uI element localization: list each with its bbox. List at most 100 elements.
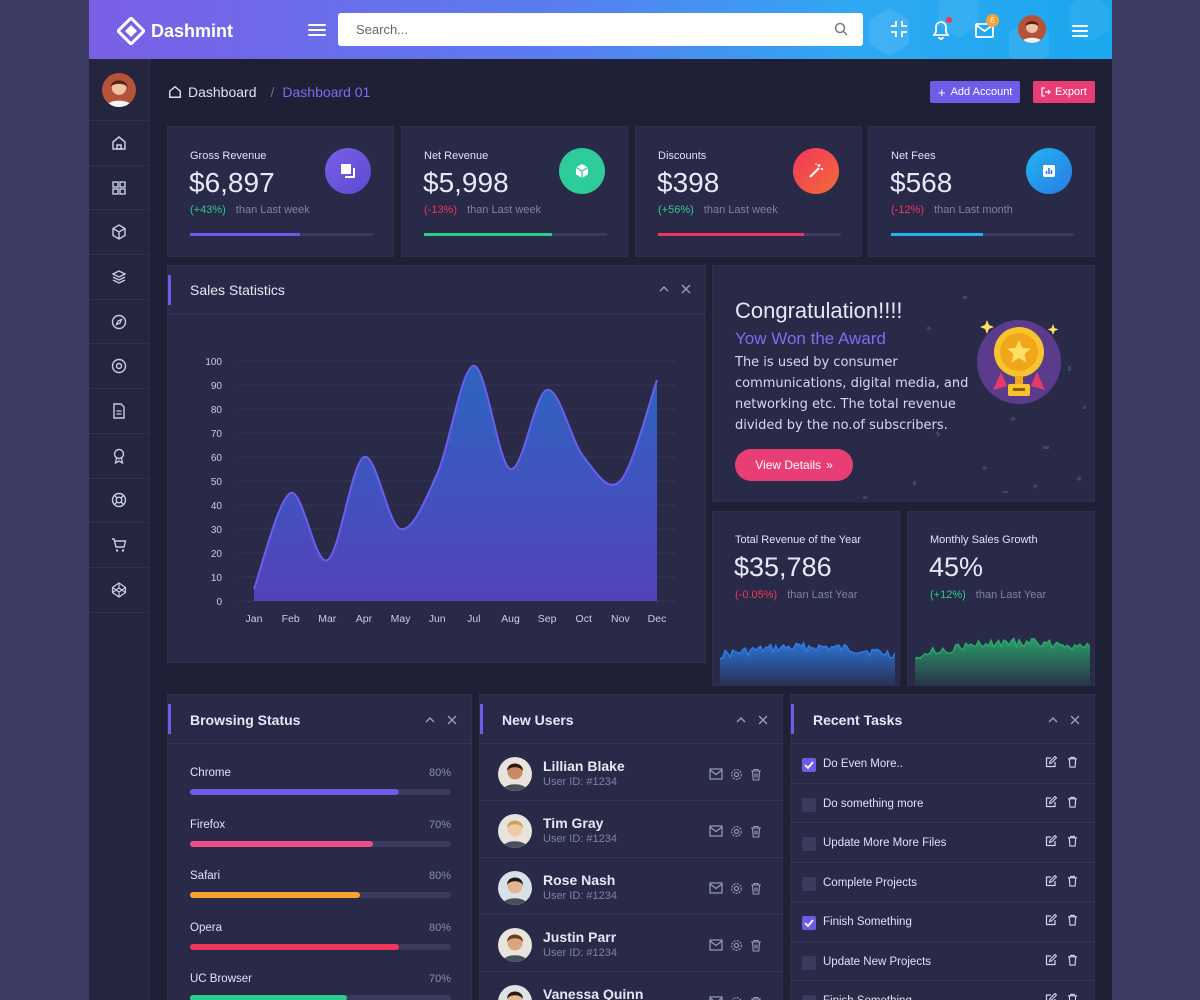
sidebar-item-awards[interactable] <box>89 434 149 479</box>
sidebar-item-layers[interactable] <box>89 255 149 300</box>
award-description: The is used by consumer communications, … <box>735 355 969 433</box>
sidebar-item-codepen[interactable] <box>89 568 149 613</box>
sidebar-avatar[interactable] <box>89 59 149 121</box>
brand-logo[interactable]: Dashmint <box>117 17 233 45</box>
mail-icon[interactable] <box>709 768 723 780</box>
task-checkbox[interactable] <box>802 916 816 930</box>
collapse-icon[interactable] <box>1048 714 1058 728</box>
layers-icon <box>325 148 371 194</box>
sidebar-item-shop[interactable] <box>89 523 149 568</box>
task-checkbox[interactable] <box>802 837 816 851</box>
browser-progress <box>190 892 451 898</box>
mail-icon[interactable] <box>709 939 723 951</box>
trash-icon[interactable] <box>750 825 762 838</box>
user-actions <box>709 825 762 838</box>
lifebuoy-icon <box>111 493 127 508</box>
browser-percent: 80% <box>428 767 451 779</box>
user-row[interactable]: Lillian Blake User ID: #1234 <box>480 744 782 801</box>
notification-bell-icon[interactable] <box>932 20 950 40</box>
trash-icon[interactable] <box>1067 875 1078 887</box>
task-checkbox[interactable] <box>802 955 816 970</box>
dashboard-frame: Dashmint 6 <box>89 0 1112 1000</box>
settings-gear-icon[interactable] <box>730 768 743 781</box>
user-row[interactable]: Rose Nash User ID: #1234 <box>480 858 782 915</box>
sidebar-item-components[interactable] <box>89 210 149 256</box>
mail-icon[interactable] <box>975 23 994 38</box>
trash-icon[interactable] <box>1067 954 1078 966</box>
panel-accent <box>168 275 171 305</box>
task-label: Finish Something <box>823 916 912 928</box>
export-label: Export <box>1055 86 1087 98</box>
task-checkbox[interactable] <box>802 758 816 772</box>
trash-icon[interactable] <box>750 882 762 895</box>
edit-icon[interactable] <box>1045 874 1057 887</box>
right-menu-icon[interactable] <box>1072 25 1088 39</box>
search-input[interactable] <box>338 13 863 46</box>
user-row[interactable]: Tim Gray User ID: #1234 <box>480 801 782 858</box>
mail-icon[interactable] <box>709 996 723 1000</box>
close-icon[interactable] <box>758 714 768 728</box>
close-icon[interactable] <box>681 283 691 297</box>
task-row: Do something more <box>791 784 1094 823</box>
panel-accent <box>168 704 171 734</box>
close-icon[interactable] <box>447 714 457 728</box>
edit-icon[interactable] <box>1045 993 1057 1000</box>
breadcrumb-home[interactable]: Dashboard <box>188 84 257 100</box>
settings-gear-icon[interactable] <box>730 825 743 838</box>
mail-icon[interactable] <box>709 825 723 837</box>
browser-progress <box>190 944 451 950</box>
user-row[interactable]: Vanessa Quinn User ID: #1234 <box>480 972 782 1000</box>
sidebar-item-documents[interactable] <box>89 389 149 434</box>
task-checkbox[interactable] <box>802 876 816 891</box>
fullscreen-exit-icon[interactable] <box>890 20 908 38</box>
sidebar-item-home[interactable] <box>89 121 149 166</box>
trash-icon[interactable] <box>750 996 762 1000</box>
mail-icon[interactable] <box>709 882 723 894</box>
collapse-icon[interactable] <box>425 714 435 728</box>
search-icon[interactable] <box>834 22 848 36</box>
sidebar-item-settings[interactable] <box>89 344 149 390</box>
collapse-icon[interactable] <box>659 283 669 297</box>
close-icon[interactable] <box>1070 714 1080 728</box>
compass-icon <box>111 314 127 329</box>
sidebar-item-support[interactable] <box>89 479 149 524</box>
panel-divider <box>168 743 471 744</box>
task-checkbox[interactable] <box>802 995 816 1000</box>
menu-toggle-icon[interactable] <box>308 24 326 38</box>
header-user-avatar[interactable] <box>1018 15 1046 43</box>
trash-icon[interactable] <box>1067 756 1078 768</box>
settings-gear-icon[interactable] <box>730 882 743 895</box>
trash-icon[interactable] <box>750 939 762 952</box>
edit-icon[interactable] <box>1045 953 1057 966</box>
task-label: Do something more <box>823 797 924 810</box>
trash-icon[interactable] <box>1067 993 1078 1000</box>
bar-chart-icon <box>1026 148 1072 194</box>
task-row: Update More More Files <box>791 823 1094 863</box>
sidebar-item-apps[interactable] <box>89 166 149 211</box>
add-account-button[interactable]: + Add Account <box>930 81 1021 103</box>
breadcrumb: Dashboard / Dashboard 01 <box>168 84 370 100</box>
view-details-button[interactable]: View Details » <box>735 449 853 481</box>
settings-gear-icon[interactable] <box>730 996 743 1000</box>
settings-gear-icon[interactable] <box>730 939 743 952</box>
trash-icon[interactable] <box>1067 835 1078 847</box>
y-tick-label: 50 <box>211 477 223 488</box>
trash-icon[interactable] <box>1067 796 1078 808</box>
trash-icon[interactable] <box>1067 914 1078 926</box>
home-icon <box>112 135 126 150</box>
edit-icon[interactable] <box>1045 914 1057 926</box>
trash-icon[interactable] <box>750 768 762 781</box>
task-label: Do Even More.. <box>823 758 903 770</box>
export-button[interactable]: Export <box>1033 81 1095 103</box>
stat-value: $5,998 <box>423 167 509 198</box>
user-row[interactable]: Justin Parr User ID: #1234 <box>480 915 782 972</box>
edit-icon[interactable] <box>1045 756 1057 768</box>
task-checkbox[interactable] <box>802 797 816 812</box>
user-name: Vanessa Quinn <box>543 986 644 1000</box>
sidebar-item-explore[interactable] <box>89 300 149 345</box>
edit-icon[interactable] <box>1045 835 1057 847</box>
stat-label: Net Revenue <box>424 150 489 162</box>
edit-icon[interactable] <box>1045 795 1057 808</box>
collapse-icon[interactable] <box>736 714 746 728</box>
breadcrumb-home-icon[interactable] <box>168 85 182 99</box>
